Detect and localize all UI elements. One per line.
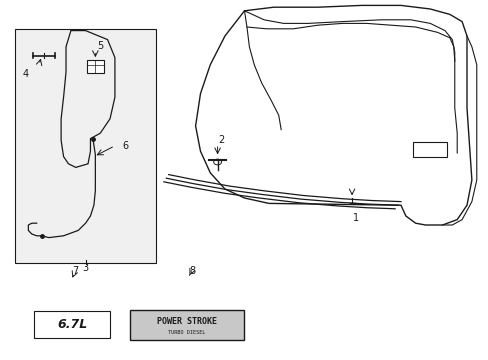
Bar [412,142,447,157]
Text: POWER STROKE: POWER STROKE [157,317,217,326]
Text: 1: 1 [352,213,358,223]
Text: 4: 4 [22,69,28,79]
Text: 3: 3 [82,263,88,273]
Bar [86,60,104,73]
Text: 5: 5 [97,41,103,51]
Text: 6: 6 [122,141,128,151]
Text: TURBO DIESEL: TURBO DIESEL [168,330,205,335]
Text: 8: 8 [189,266,195,276]
Bar [15,29,156,263]
Text: 6.7L: 6.7L [57,318,87,332]
Bar [129,310,244,340]
Bar [34,311,110,338]
Text: 2: 2 [218,135,224,145]
Text: 7: 7 [73,266,79,276]
